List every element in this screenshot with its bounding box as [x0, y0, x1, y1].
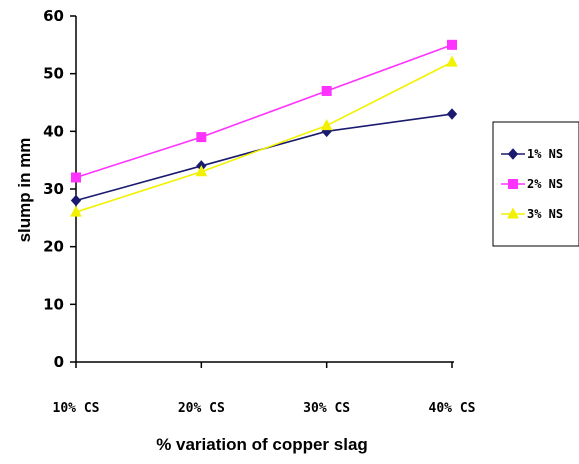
- y-tick-label: 40: [43, 122, 64, 140]
- y-tick-label: 20: [43, 238, 64, 256]
- x-tick-label: 30% CS: [303, 401, 350, 416]
- data-point: [447, 39, 457, 50]
- legend-label: 1% NS: [527, 147, 563, 161]
- y-tick-label: 50: [43, 65, 64, 83]
- data-point: [446, 108, 458, 120]
- y-tick-label: 0: [54, 353, 64, 371]
- x-tick-label: 40% CS: [429, 401, 476, 416]
- data-point: [320, 118, 333, 131]
- legend-marker: [508, 179, 518, 189]
- legend-marker: [507, 148, 519, 160]
- data-point: [71, 172, 81, 183]
- data-point: [70, 194, 82, 207]
- y-tick-label: 30: [43, 180, 64, 198]
- data-point: [446, 55, 458, 67]
- y-tick-label: 60: [43, 7, 64, 25]
- legend-label: 2% NS: [527, 177, 563, 191]
- series-line-2: [75, 44, 453, 179]
- legend: 1% NS 2% NS 3% NS: [492, 121, 579, 247]
- series-line-3: [75, 61, 453, 213]
- data-point: [196, 132, 207, 143]
- data-point: [321, 85, 332, 96]
- x-tick-label: 20% CS: [178, 401, 225, 416]
- x-axis-title: % variation of copper slag: [156, 435, 368, 454]
- y-tick-label: 10: [43, 295, 64, 313]
- x-tick-label: 10% CS: [53, 401, 100, 416]
- data-point: [70, 205, 82, 217]
- legend-label: 3% NS: [527, 207, 563, 221]
- legend-marker: [507, 207, 519, 219]
- y-axis-title: slump in mm: [15, 138, 34, 243]
- data-point: [195, 165, 208, 177]
- plot-area: 0 10 20 30 40 50 60 10% CS 20% CS 30% CS 40% CS: [43, 7, 476, 416]
- series-line-1: [75, 113, 453, 202]
